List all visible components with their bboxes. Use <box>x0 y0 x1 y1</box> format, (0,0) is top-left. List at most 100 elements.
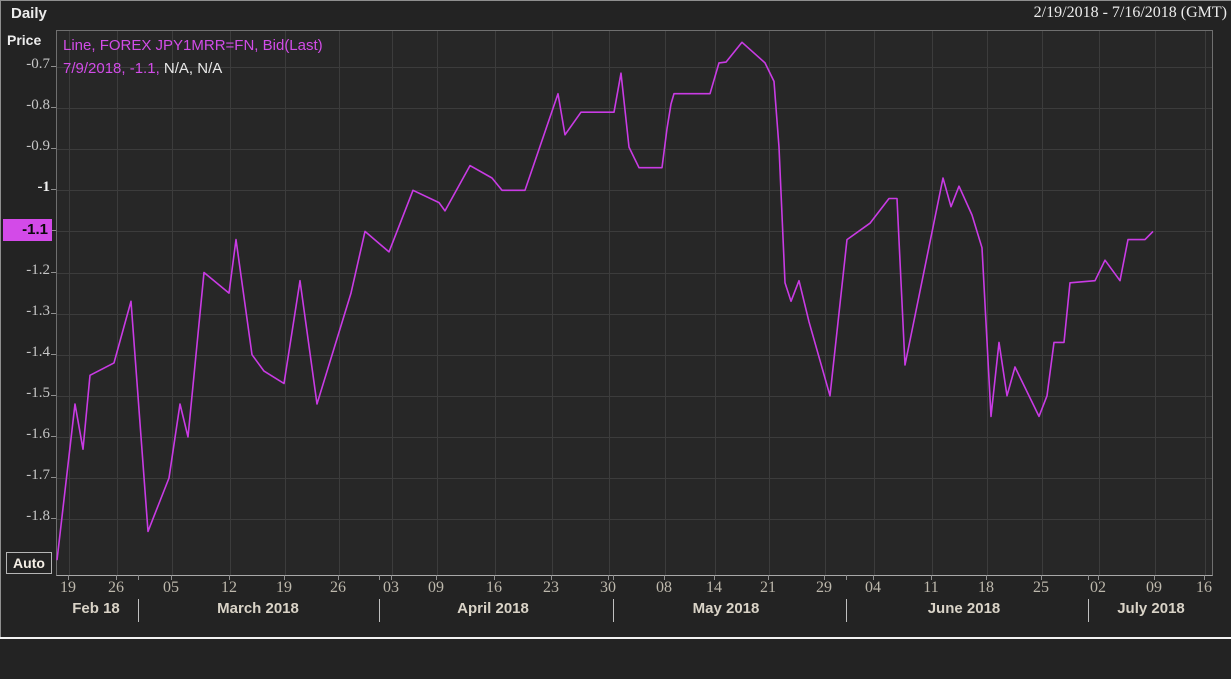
month-separator <box>1088 599 1089 622</box>
x-tick-mark <box>338 575 339 580</box>
x-tick-label: 05 <box>163 579 179 596</box>
x-tick-label: 25 <box>1033 579 1049 596</box>
x-tick-label: 30 <box>600 579 616 596</box>
x-tick-label: 02 <box>1090 579 1106 596</box>
x-tick-mark <box>116 575 117 580</box>
month-separator <box>846 599 847 622</box>
x-tick-mark <box>664 575 665 580</box>
interval-label[interactable]: Daily <box>11 5 47 22</box>
x-tick-mark <box>284 575 285 580</box>
footer-bar: THOMSON REUTERS <box>0 639 1231 679</box>
v-gridline <box>1099 31 1100 575</box>
v-gridline <box>437 31 438 575</box>
y-tick-mark <box>51 230 56 232</box>
v-gridline <box>987 31 988 575</box>
v-gridline <box>932 31 933 575</box>
x-tick-label: 09 <box>428 579 444 596</box>
y-tick-label: -0.9 <box>26 138 50 155</box>
month-label: Feb 18 <box>72 600 120 617</box>
v-gridline <box>230 31 231 575</box>
x-tick-label: 08 <box>656 579 672 596</box>
y-tick-label: -1.6 <box>26 425 50 442</box>
x-tick-mark <box>391 575 392 580</box>
legend-values-line[interactable]: 7/9/2018, -1.1, N/A, N/A <box>63 57 323 80</box>
h-gridline <box>57 436 1212 438</box>
h-gridline <box>57 108 1212 110</box>
window-bottom-divider <box>0 637 1231 639</box>
h-gridline <box>57 354 1212 356</box>
y-tick-mark <box>51 107 56 109</box>
y-tick-label: -1.3 <box>26 302 50 319</box>
month-boundary-tick <box>1088 575 1089 580</box>
auto-scale-button[interactable]: Auto <box>6 552 52 574</box>
legend-last-value: 7/9/2018, -1.1, <box>63 60 160 77</box>
chart-window: Daily 2/19/2018 - 7/16/2018 (GMT) Price … <box>0 0 1231 637</box>
x-tick-label: 21 <box>760 579 776 596</box>
date-range-label: 2/19/2018 - 7/16/2018 (GMT) <box>1033 4 1227 21</box>
x-tick-label: 18 <box>978 579 994 596</box>
month-boundary-tick <box>613 575 614 580</box>
x-tick-label: 12 <box>221 579 237 596</box>
y-tick-label: -1.4 <box>26 343 50 360</box>
x-tick-mark <box>714 575 715 580</box>
v-gridline <box>715 31 716 575</box>
month-label: May 2018 <box>692 600 760 617</box>
x-tick-mark <box>608 575 609 580</box>
month-separator <box>613 599 614 622</box>
y-tick-mark <box>51 312 56 314</box>
v-gridline <box>495 31 496 575</box>
v-gridline <box>552 31 553 575</box>
x-tick-mark <box>824 575 825 580</box>
x-tick-label: 03 <box>383 579 399 596</box>
x-tick-label: 19 <box>276 579 292 596</box>
y-tick-label: -0.8 <box>26 97 50 114</box>
v-gridline <box>172 31 173 575</box>
h-gridline <box>57 272 1212 274</box>
v-gridline <box>285 31 286 575</box>
v-gridline <box>1205 31 1206 575</box>
v-gridline <box>874 31 875 575</box>
h-gridline <box>57 519 1212 521</box>
h-gridline <box>57 190 1212 192</box>
y-tick-label: -1.8 <box>26 508 50 525</box>
y-tick-mark <box>51 477 56 478</box>
y-tick-label: -1.2 <box>26 261 50 278</box>
y-tick-label: -1 <box>37 179 51 196</box>
month-boundary-tick <box>379 575 380 580</box>
legend-series-line[interactable]: Line, FOREX JPY1MRR=FN, Bid(Last) <box>63 37 323 54</box>
h-gridline <box>57 231 1212 233</box>
v-gridline <box>1155 31 1156 575</box>
x-tick-mark <box>768 575 769 580</box>
month-label: June 2018 <box>927 600 1001 617</box>
h-gridline <box>57 149 1212 151</box>
x-tick-mark <box>931 575 932 580</box>
h-gridline <box>57 395 1212 397</box>
h-gridline <box>57 478 1212 479</box>
month-label: April 2018 <box>457 600 529 617</box>
x-tick-mark <box>229 575 230 580</box>
plot-area[interactable] <box>56 30 1213 576</box>
y-tick-label: -0.7 <box>26 56 50 72</box>
x-tick-label: 19 <box>60 579 76 596</box>
month-label: March 2018 <box>217 600 299 617</box>
legend[interactable]: Line, FOREX JPY1MRR=FN, Bid(Last) 7/9/20… <box>63 34 323 80</box>
y-tick-label: -1.7 <box>26 467 50 483</box>
v-gridline <box>825 31 826 575</box>
v-gridline <box>69 31 70 575</box>
x-tick-mark <box>551 575 552 580</box>
month-separator <box>379 599 380 622</box>
h-gridline <box>57 313 1212 315</box>
x-tick-mark <box>1154 575 1155 580</box>
x-tick-label: 14 <box>706 579 722 596</box>
price-series-line[interactable] <box>56 41 1154 561</box>
v-gridline <box>117 31 118 575</box>
y-tick-mark <box>51 394 56 396</box>
x-tick-label: 04 <box>865 579 881 596</box>
x-tick-mark <box>1204 575 1205 580</box>
x-tick-label: 16 <box>1196 579 1212 596</box>
x-tick-label: 23 <box>543 579 559 596</box>
v-gridline <box>609 31 610 575</box>
v-gridline <box>665 31 666 575</box>
y-tick-mark <box>51 271 56 273</box>
